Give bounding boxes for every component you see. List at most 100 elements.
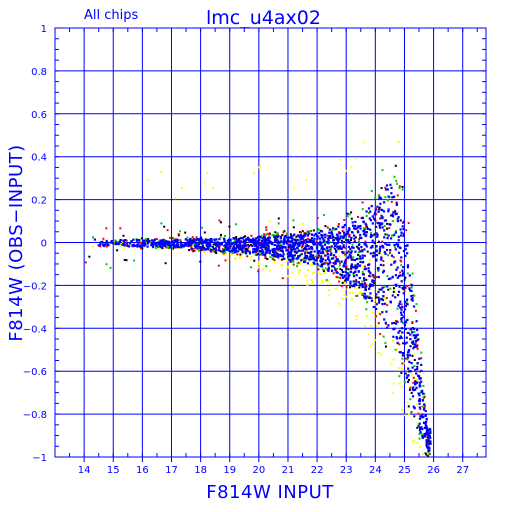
data-point <box>363 268 366 271</box>
data-point <box>241 244 244 247</box>
data-point <box>342 265 345 268</box>
data-point <box>357 253 360 256</box>
x-tick-label: 26 <box>427 465 440 476</box>
data-point <box>407 367 410 370</box>
data-point <box>281 234 284 237</box>
data-point <box>281 277 284 280</box>
data-point <box>311 248 314 251</box>
data-point <box>404 327 407 331</box>
data-point <box>388 243 391 246</box>
data-point <box>415 320 418 323</box>
data-point <box>428 441 432 444</box>
data-point <box>390 362 393 365</box>
data-point <box>373 213 376 216</box>
data-point <box>264 237 267 240</box>
data-point <box>423 426 426 430</box>
data-point <box>410 373 413 376</box>
data-point <box>306 231 309 234</box>
data-point <box>398 274 401 278</box>
data-point <box>168 244 171 247</box>
data-point <box>131 246 134 249</box>
data-point <box>318 250 321 253</box>
data-point <box>285 249 288 252</box>
data-point <box>401 357 404 360</box>
data-point <box>365 215 368 217</box>
data-point <box>190 242 193 245</box>
data-point <box>384 321 387 324</box>
data-point <box>304 252 307 255</box>
data-point <box>406 380 410 383</box>
data-point <box>392 260 395 262</box>
data-point <box>324 233 327 236</box>
data-point <box>136 243 139 246</box>
data-point <box>257 263 260 266</box>
data-point <box>305 238 308 241</box>
y-axis: 10.80.60.40.20−0.2−0.4−0.6−0.8−1 <box>23 24 486 464</box>
x-tick-label: 25 <box>398 465 411 476</box>
data-point <box>339 158 342 161</box>
data-point <box>412 334 415 337</box>
data-point <box>249 243 252 246</box>
data-point <box>414 368 417 371</box>
data-point <box>92 236 94 239</box>
data-point <box>310 256 313 259</box>
data-point <box>361 294 364 296</box>
data-point <box>336 246 339 249</box>
data-point <box>150 239 154 242</box>
data-point <box>387 195 390 198</box>
data-point <box>349 247 352 251</box>
data-point <box>357 270 360 273</box>
data-point <box>359 257 362 260</box>
data-point <box>381 222 384 225</box>
data-point <box>199 247 203 250</box>
data-point <box>404 372 407 375</box>
data-point <box>338 280 341 283</box>
data-point <box>375 315 378 318</box>
data-point <box>184 238 187 241</box>
data-point <box>298 244 301 247</box>
data-point <box>164 244 167 247</box>
data-point <box>393 243 396 247</box>
data-point <box>418 381 422 384</box>
data-point <box>234 257 237 260</box>
data-point <box>359 236 362 239</box>
data-point <box>395 179 398 182</box>
data-point <box>284 240 287 243</box>
data-point <box>335 271 338 274</box>
data-point <box>219 221 222 224</box>
data-point <box>140 237 143 240</box>
data-point <box>346 277 349 280</box>
data-point <box>192 239 195 243</box>
data-point <box>415 344 418 347</box>
data-point <box>144 238 147 240</box>
data-point <box>396 307 399 310</box>
data-point <box>288 239 291 243</box>
data-point <box>382 260 385 262</box>
data-point <box>192 242 195 245</box>
data-point <box>258 236 261 239</box>
data-point <box>273 247 276 251</box>
data-point <box>242 241 245 244</box>
y-tick-label: 0 <box>41 239 47 250</box>
data-point <box>418 402 421 405</box>
data-point <box>410 289 413 292</box>
data-point <box>262 250 265 253</box>
data-point <box>105 245 108 248</box>
data-point <box>304 256 307 259</box>
data-point <box>256 252 260 256</box>
data-point <box>268 241 271 244</box>
data-point <box>414 309 417 312</box>
data-point <box>359 283 362 286</box>
data-point <box>365 210 368 213</box>
y-tick-label: 1 <box>41 24 47 35</box>
data-point <box>402 321 404 324</box>
data-point <box>407 405 410 408</box>
data-point <box>209 247 212 250</box>
data-point <box>427 451 430 453</box>
data-point <box>294 242 297 245</box>
data-point <box>280 245 283 248</box>
data-point <box>425 421 428 424</box>
data-point <box>409 338 412 341</box>
data-point <box>392 339 394 342</box>
data-point <box>322 270 325 272</box>
